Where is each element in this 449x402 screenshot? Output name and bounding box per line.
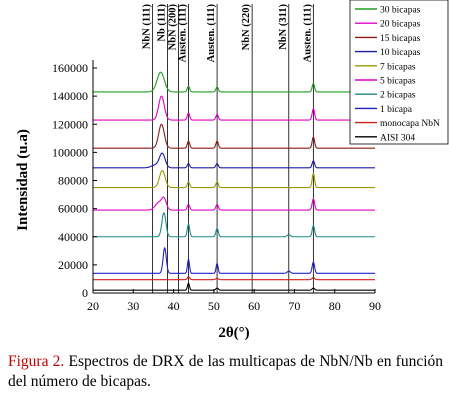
legend-label: 15 bicapas: [380, 34, 421, 44]
series-line-2: [93, 123, 375, 149]
reference-label: NbN (111): [142, 4, 153, 50]
legend-label: AISI 304: [380, 133, 415, 143]
x-axis-label: 2θ(°): [218, 325, 249, 341]
legend-label: 30 bicapas: [380, 6, 421, 16]
reference-label: NbN (220): [241, 3, 252, 50]
y-tick-label: 80000: [58, 174, 88, 188]
reference-label: NbN (311): [278, 3, 289, 49]
x-tick-label: 30: [127, 299, 139, 313]
x-tick-label: 80: [329, 299, 341, 313]
y-axis-label: Intensidad (u.a): [15, 129, 31, 231]
series-line-5: [93, 196, 375, 211]
reference-label: NbN (200): [167, 3, 178, 50]
series-line-6: [93, 211, 375, 238]
y-tick-label: 60000: [58, 202, 88, 216]
y-tick-label: 120000: [52, 117, 88, 131]
x-tick-label: 50: [208, 299, 220, 313]
reference-label: Austen. (111): [177, 4, 188, 63]
legend-label: 1 bicapa: [380, 105, 413, 115]
xrd-chart: 20 30 40 50 60 70 80 90 0 20000 40000 60000 80000 10…: [15, 0, 449, 341]
reference-label: Austen. (111): [206, 4, 217, 63]
series-line-3: [93, 152, 375, 169]
legend-label: 10 bicapas: [380, 48, 421, 58]
reference-label: Austen. (111): [302, 4, 313, 63]
series-line-0: [93, 71, 375, 93]
y-tick-label: 40000: [58, 230, 88, 244]
x-tick-label: 60: [248, 299, 260, 313]
series-line-9: [93, 282, 375, 291]
y-tick-label: 100000: [52, 145, 88, 159]
legend-label: monocapa NbN: [380, 119, 440, 129]
legend-label: 5 bicapas: [380, 77, 416, 87]
legend-label: 2 bicapas: [380, 91, 416, 101]
reference-label: Nb (111): [157, 4, 168, 42]
caption-text: Espectros de DRX de las multicapas de Nb…: [8, 353, 444, 390]
series-line-7: [93, 246, 375, 274]
y-tick-label: 160000: [52, 61, 88, 75]
x-tick-label: 70: [288, 299, 300, 313]
x-tick-label: 40: [168, 299, 180, 313]
legend: 30 bicapas 20 bicapas 15 bicapas 10 bicapas…: [349, 0, 449, 145]
series-line-4: [93, 170, 375, 189]
figure-label: Figura 2.: [8, 353, 65, 370]
series-line-8: [93, 276, 375, 281]
legend-label: 20 bicapas: [380, 20, 421, 30]
y-tick-label: 140000: [52, 89, 88, 103]
x-tick-label: 90: [369, 299, 381, 313]
figure-caption: Figura 2. Espectros de DRX de las multic…: [8, 352, 443, 392]
y-tick-label: 0: [82, 286, 88, 300]
x-tick-label: 20: [87, 299, 99, 313]
y-tick-label: 20000: [58, 258, 88, 272]
series-line-1: [93, 95, 375, 121]
legend-label: 7 bicapas: [380, 62, 416, 72]
